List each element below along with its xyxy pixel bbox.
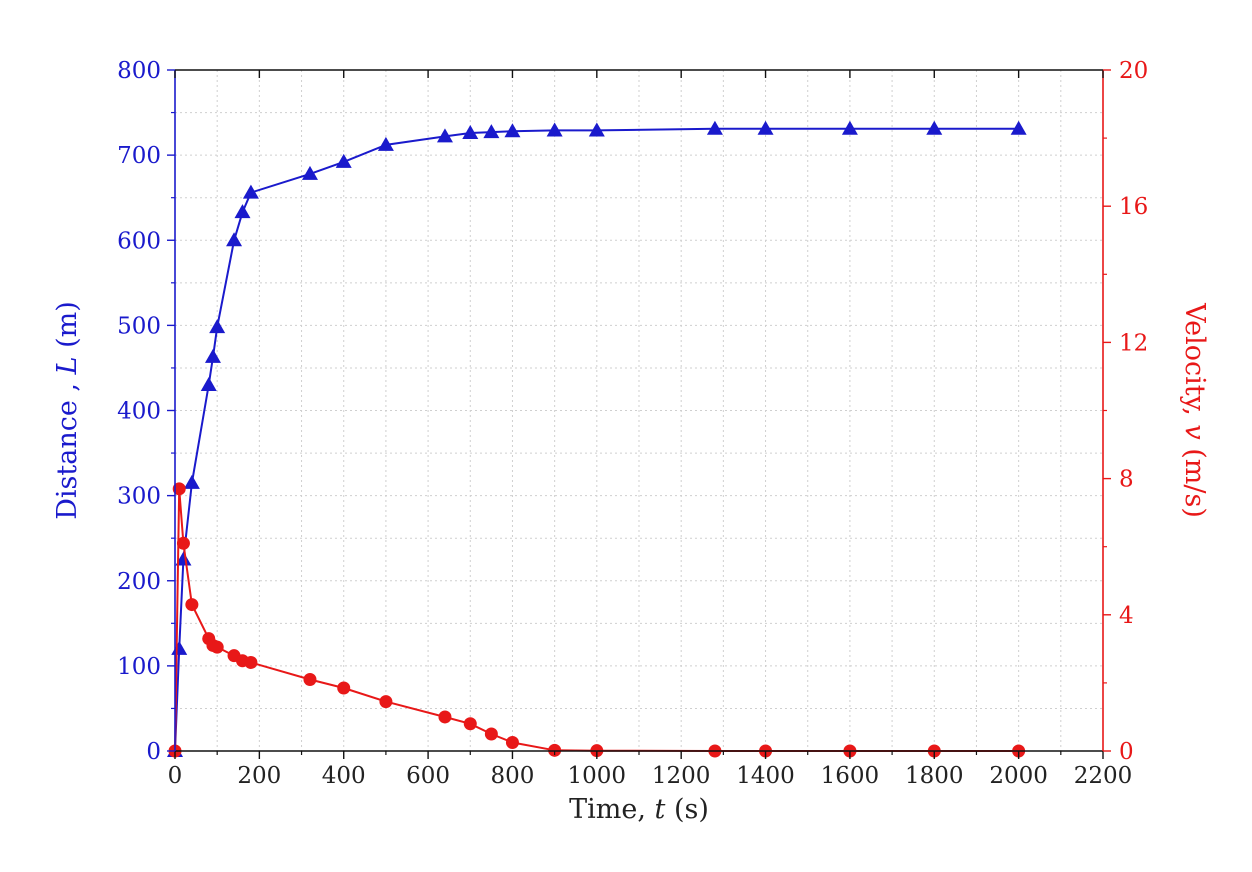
- velocity-point: [337, 681, 351, 695]
- distance-point: [183, 474, 200, 489]
- x-tick-label: 0: [168, 763, 183, 789]
- x-tick-label: 800: [491, 763, 535, 789]
- distance-point: [301, 165, 318, 180]
- series-layer: [167, 120, 1027, 758]
- distance-point: [226, 232, 243, 247]
- x-tick-label: 200: [237, 763, 281, 789]
- ticks: 0 200 400 600 800 1000 1200 1400 1600 1800 2000 220…: [117, 58, 1148, 789]
- velocity-point: [303, 672, 317, 686]
- distance-point: [546, 122, 563, 137]
- distance-point: [377, 136, 394, 151]
- x-tick-label: 1200: [652, 763, 711, 789]
- distance-point: [335, 153, 352, 168]
- velocity-point: [244, 655, 258, 669]
- velocity-point: [185, 598, 199, 612]
- distance-point: [436, 128, 453, 143]
- distance-point: [588, 122, 605, 137]
- velocity-point: [210, 640, 224, 654]
- x-tick-label: 1800: [905, 763, 964, 789]
- distance-point: [706, 120, 723, 135]
- distance-point: [504, 123, 521, 138]
- x-tick-label: 1600: [821, 763, 880, 789]
- velocity-point: [172, 482, 186, 496]
- left-y-tick-label: 600: [117, 228, 161, 254]
- right-y-axis-label: Velocity, v (m/s): [1179, 302, 1210, 518]
- distance-point: [204, 348, 221, 363]
- left-y-tick-label: 700: [117, 143, 161, 169]
- right-y-tick-label: 0: [1119, 739, 1134, 765]
- left-y-axis-label: Distance , L (m): [52, 301, 83, 520]
- right-y-tick-label: 20: [1119, 58, 1148, 84]
- right-y-tick-label: 12: [1119, 330, 1148, 356]
- distance-line: [174, 127, 1019, 752]
- distance-point: [200, 376, 217, 391]
- left-y-tick-label: 100: [117, 654, 161, 680]
- x-tick-label: 1400: [736, 763, 795, 789]
- velocity-point: [176, 536, 190, 550]
- distance-point: [175, 551, 192, 566]
- distance-point: [483, 124, 500, 139]
- velocity-point: [438, 710, 452, 724]
- distance-point: [234, 204, 251, 219]
- velocity-point: [379, 695, 393, 709]
- x-tick-label: 1000: [568, 763, 627, 789]
- distance-point: [841, 120, 858, 135]
- distance-point: [171, 640, 188, 655]
- velocity-point: [463, 717, 477, 731]
- velocity-point: [484, 727, 498, 741]
- distance-point: [926, 120, 943, 135]
- x-tick-label: 400: [322, 763, 366, 789]
- right-y-tick-label: 16: [1119, 194, 1148, 220]
- x-tick-label: 600: [406, 763, 450, 789]
- left-y-tick-label: 200: [117, 569, 161, 595]
- x-axis-label: Time, t (s): [569, 794, 709, 825]
- grid: [175, 70, 1103, 751]
- left-y-tick-label: 500: [117, 313, 161, 339]
- right-y-tick-label: 4: [1119, 603, 1134, 629]
- left-y-tick-label: 400: [117, 399, 161, 425]
- left-y-tick-label: 300: [117, 484, 161, 510]
- distance-point: [1010, 120, 1027, 135]
- velocity-point: [505, 735, 519, 749]
- distance-point: [462, 124, 479, 139]
- distance-series: [167, 120, 1027, 757]
- right-y-tick-label: 8: [1119, 467, 1134, 493]
- distance-point: [757, 120, 774, 135]
- left-y-tick-label: 800: [117, 58, 161, 84]
- distance-point: [242, 184, 259, 199]
- x-tick-label: 2200: [1074, 763, 1133, 789]
- distance-point: [209, 319, 226, 334]
- x-tick-label: 2000: [989, 763, 1048, 789]
- left-y-tick-label: 0: [146, 739, 161, 765]
